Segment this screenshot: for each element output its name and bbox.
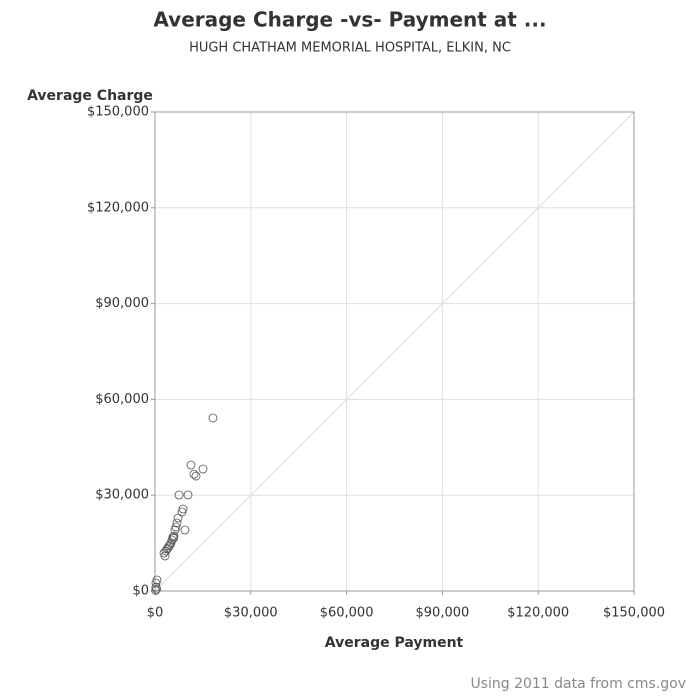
x-tick-label: $0 xyxy=(147,606,164,621)
x-tick-label: $60,000 xyxy=(320,606,374,621)
reference-line xyxy=(154,111,635,592)
point xyxy=(189,469,199,479)
footnote: Using 2011 data from cms.gov xyxy=(470,676,686,692)
chart-subtitle: HUGH CHATHAM MEMORIAL HOSPITAL, ELKIN, N… xyxy=(189,41,511,56)
point xyxy=(169,533,178,543)
x-tick-label: $90,000 xyxy=(416,606,470,621)
point xyxy=(151,585,161,595)
point xyxy=(174,490,184,500)
point xyxy=(166,538,176,548)
y-axis-label: Average Charge xyxy=(27,88,153,104)
point xyxy=(180,525,190,535)
point xyxy=(164,541,174,551)
plot-border xyxy=(154,111,635,592)
point xyxy=(152,584,161,594)
point xyxy=(159,548,169,558)
point xyxy=(191,471,201,481)
y-tick-label: $90,000 xyxy=(95,296,149,311)
y-tick-label: $150,000 xyxy=(87,105,149,120)
point xyxy=(171,522,181,532)
y-tick-label: $30,000 xyxy=(95,488,149,503)
y-tick-label: $0 xyxy=(132,584,149,599)
point xyxy=(172,518,182,528)
point xyxy=(173,513,183,523)
chart-title: Average Charge -vs- Payment at ... xyxy=(153,8,546,32)
point xyxy=(186,460,196,470)
x-tick-label: $30,000 xyxy=(224,606,278,621)
point xyxy=(208,413,218,423)
x-tick-label: $150,000 xyxy=(603,606,665,621)
y-tick-label: $60,000 xyxy=(95,392,149,407)
point xyxy=(151,578,161,588)
point xyxy=(161,546,171,556)
x-axis-label: Average Payment xyxy=(325,635,464,651)
point xyxy=(183,490,193,500)
point xyxy=(178,504,188,514)
y-tick-label: $120,000 xyxy=(87,200,149,215)
point xyxy=(198,464,208,474)
x-tick-label: $120,000 xyxy=(507,606,569,621)
